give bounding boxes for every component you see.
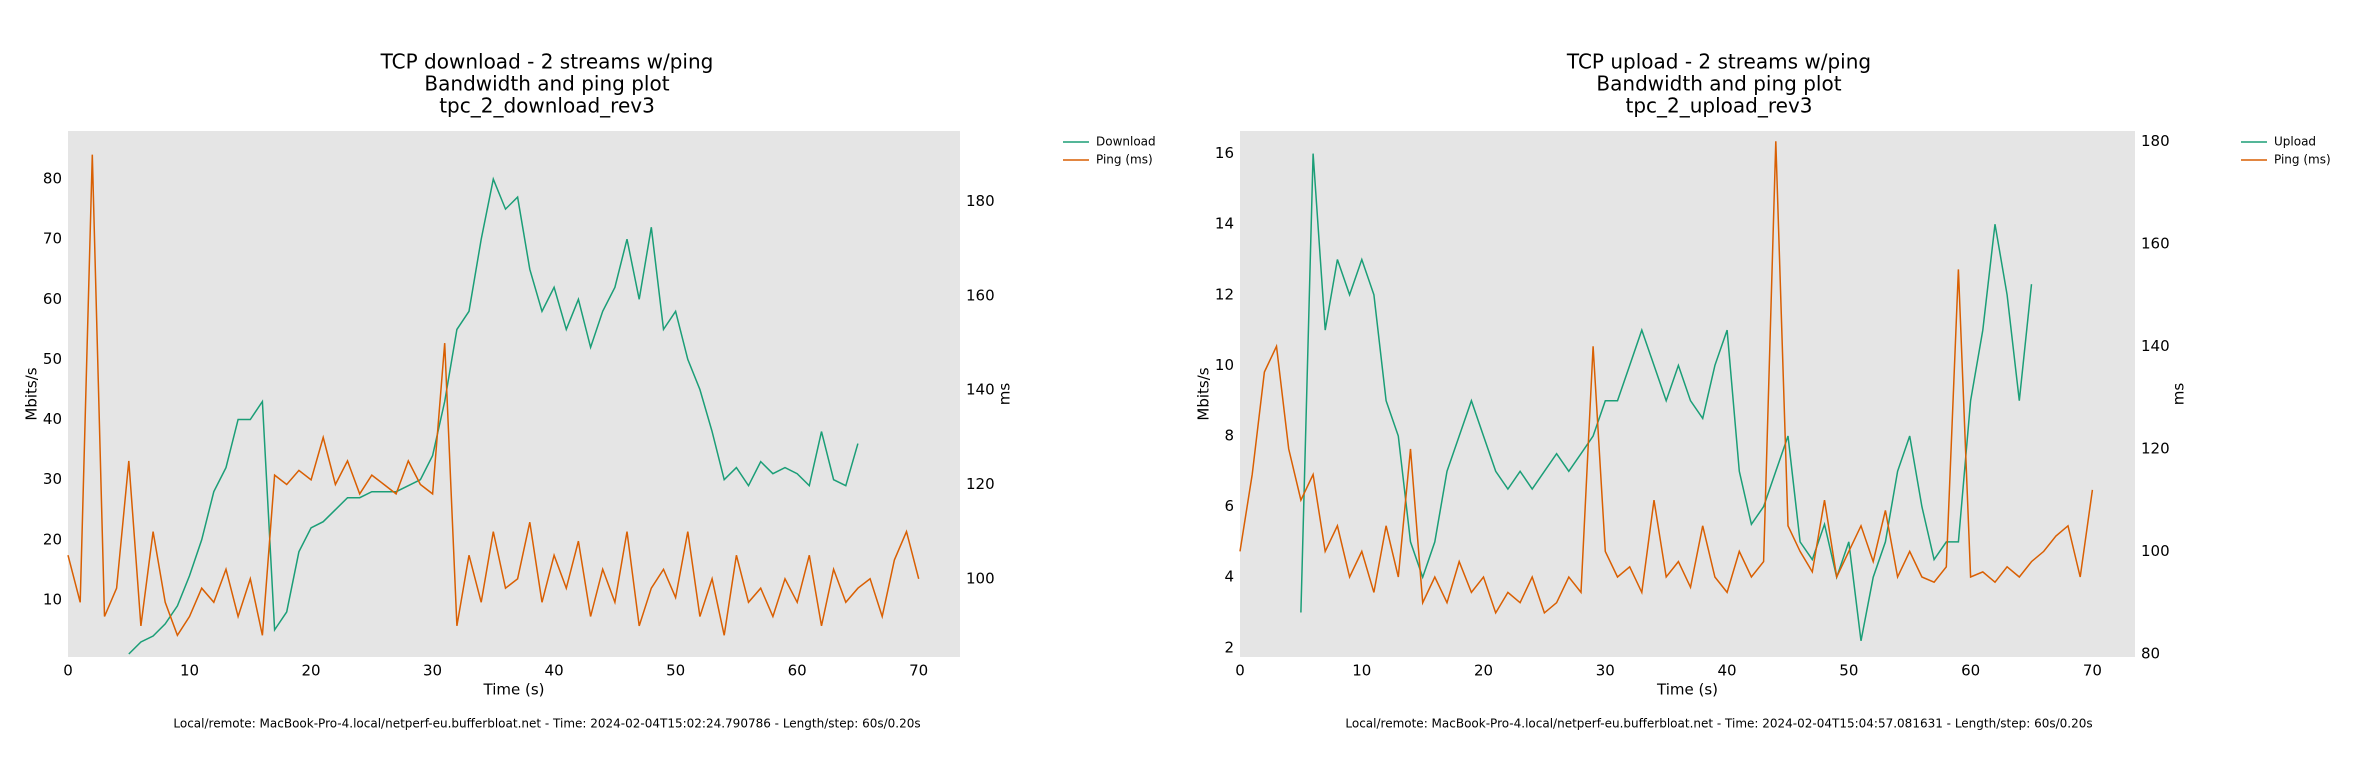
- y2-tick-label: 140: [966, 381, 995, 399]
- x-tick-label: 20: [1474, 662, 1493, 680]
- legend-label: Upload: [2274, 135, 2316, 149]
- legend-label: Ping (ms): [1096, 153, 1153, 167]
- y-tick-label: 20: [43, 530, 62, 548]
- series-line: [1300, 153, 2033, 641]
- y-axis-label: Mbits/s: [1195, 367, 1213, 420]
- plot-area: [68, 131, 960, 657]
- x-axis-label: Time (s): [483, 681, 545, 699]
- y2-tick-label: 180: [966, 192, 995, 210]
- y-tick-label: 16: [1215, 144, 1234, 162]
- x-tick-label: 10: [1352, 662, 1371, 680]
- x-tick-label: 0: [1235, 662, 1245, 680]
- y2-tick-label: 180: [2141, 132, 2170, 150]
- x-tick-label: 0: [63, 662, 73, 680]
- series-line: [128, 176, 859, 655]
- x-tick-label: 40: [1718, 662, 1737, 680]
- y-tick-label: 60: [43, 290, 62, 308]
- y-tick-label: 4: [1224, 568, 1234, 586]
- y2-tick-label: 160: [966, 286, 995, 304]
- footer: Local/remote: MacBook-Pro-4.local/netper…: [1345, 717, 2092, 731]
- y-tick-label: 10: [1215, 356, 1234, 374]
- y-tick-label: 2: [1224, 638, 1234, 656]
- x-tick-label: 50: [1839, 662, 1858, 680]
- y2-axis-label: ms: [2170, 383, 2188, 406]
- legend-label: Ping (ms): [2274, 153, 2331, 167]
- series-line: [67, 154, 920, 637]
- y-tick-label: 12: [1215, 285, 1234, 303]
- x-tick-label: 60: [1961, 662, 1980, 680]
- x-tick-label: 30: [423, 662, 442, 680]
- x-tick-label: 70: [909, 662, 928, 680]
- y-tick-label: 30: [43, 470, 62, 488]
- footer: Local/remote: MacBook-Pro-4.local/netper…: [173, 717, 920, 731]
- x-tick-label: 70: [2083, 662, 2102, 680]
- y2-tick-label: 120: [966, 475, 995, 493]
- y-tick-label: 10: [43, 590, 62, 608]
- series-line: [1239, 141, 2094, 615]
- y2-axis-label: ms: [996, 383, 1014, 406]
- chart-title: tpc_2_upload_rev3: [1625, 94, 1812, 118]
- y-tick-label: 6: [1224, 497, 1234, 515]
- chart-title: TCP upload - 2 streams w/ping: [1566, 50, 1871, 74]
- y-tick-label: 14: [1215, 215, 1234, 233]
- x-axis-label: Time (s): [1656, 681, 1718, 699]
- chart-title: TCP download - 2 streams w/ping: [380, 50, 714, 74]
- y-axis-label: Mbits/s: [23, 367, 41, 420]
- chart-title: Bandwidth and ping plot: [1596, 72, 1841, 96]
- y-tick-label: 80: [43, 170, 62, 188]
- y2-tick-label: 80: [2141, 644, 2160, 662]
- x-tick-label: 60: [788, 662, 807, 680]
- legend-label: Download: [1096, 135, 1156, 149]
- y2-tick-label: 120: [2141, 439, 2170, 457]
- x-tick-label: 20: [302, 662, 321, 680]
- y-tick-label: 8: [1224, 427, 1234, 445]
- x-tick-label: 40: [545, 662, 564, 680]
- x-tick-label: 50: [666, 662, 685, 680]
- chart-title: Bandwidth and ping plot: [424, 72, 669, 96]
- y2-tick-label: 100: [966, 569, 995, 587]
- y2-tick-label: 160: [2141, 234, 2170, 252]
- chart-title: tpc_2_download_rev3: [439, 94, 655, 118]
- y-tick-label: 40: [43, 410, 62, 428]
- y-tick-label: 70: [43, 230, 62, 248]
- x-tick-label: 30: [1596, 662, 1615, 680]
- y-tick-label: 50: [43, 350, 62, 368]
- y2-tick-label: 100: [2141, 542, 2170, 560]
- y2-tick-label: 140: [2141, 337, 2170, 355]
- x-tick-label: 10: [180, 662, 199, 680]
